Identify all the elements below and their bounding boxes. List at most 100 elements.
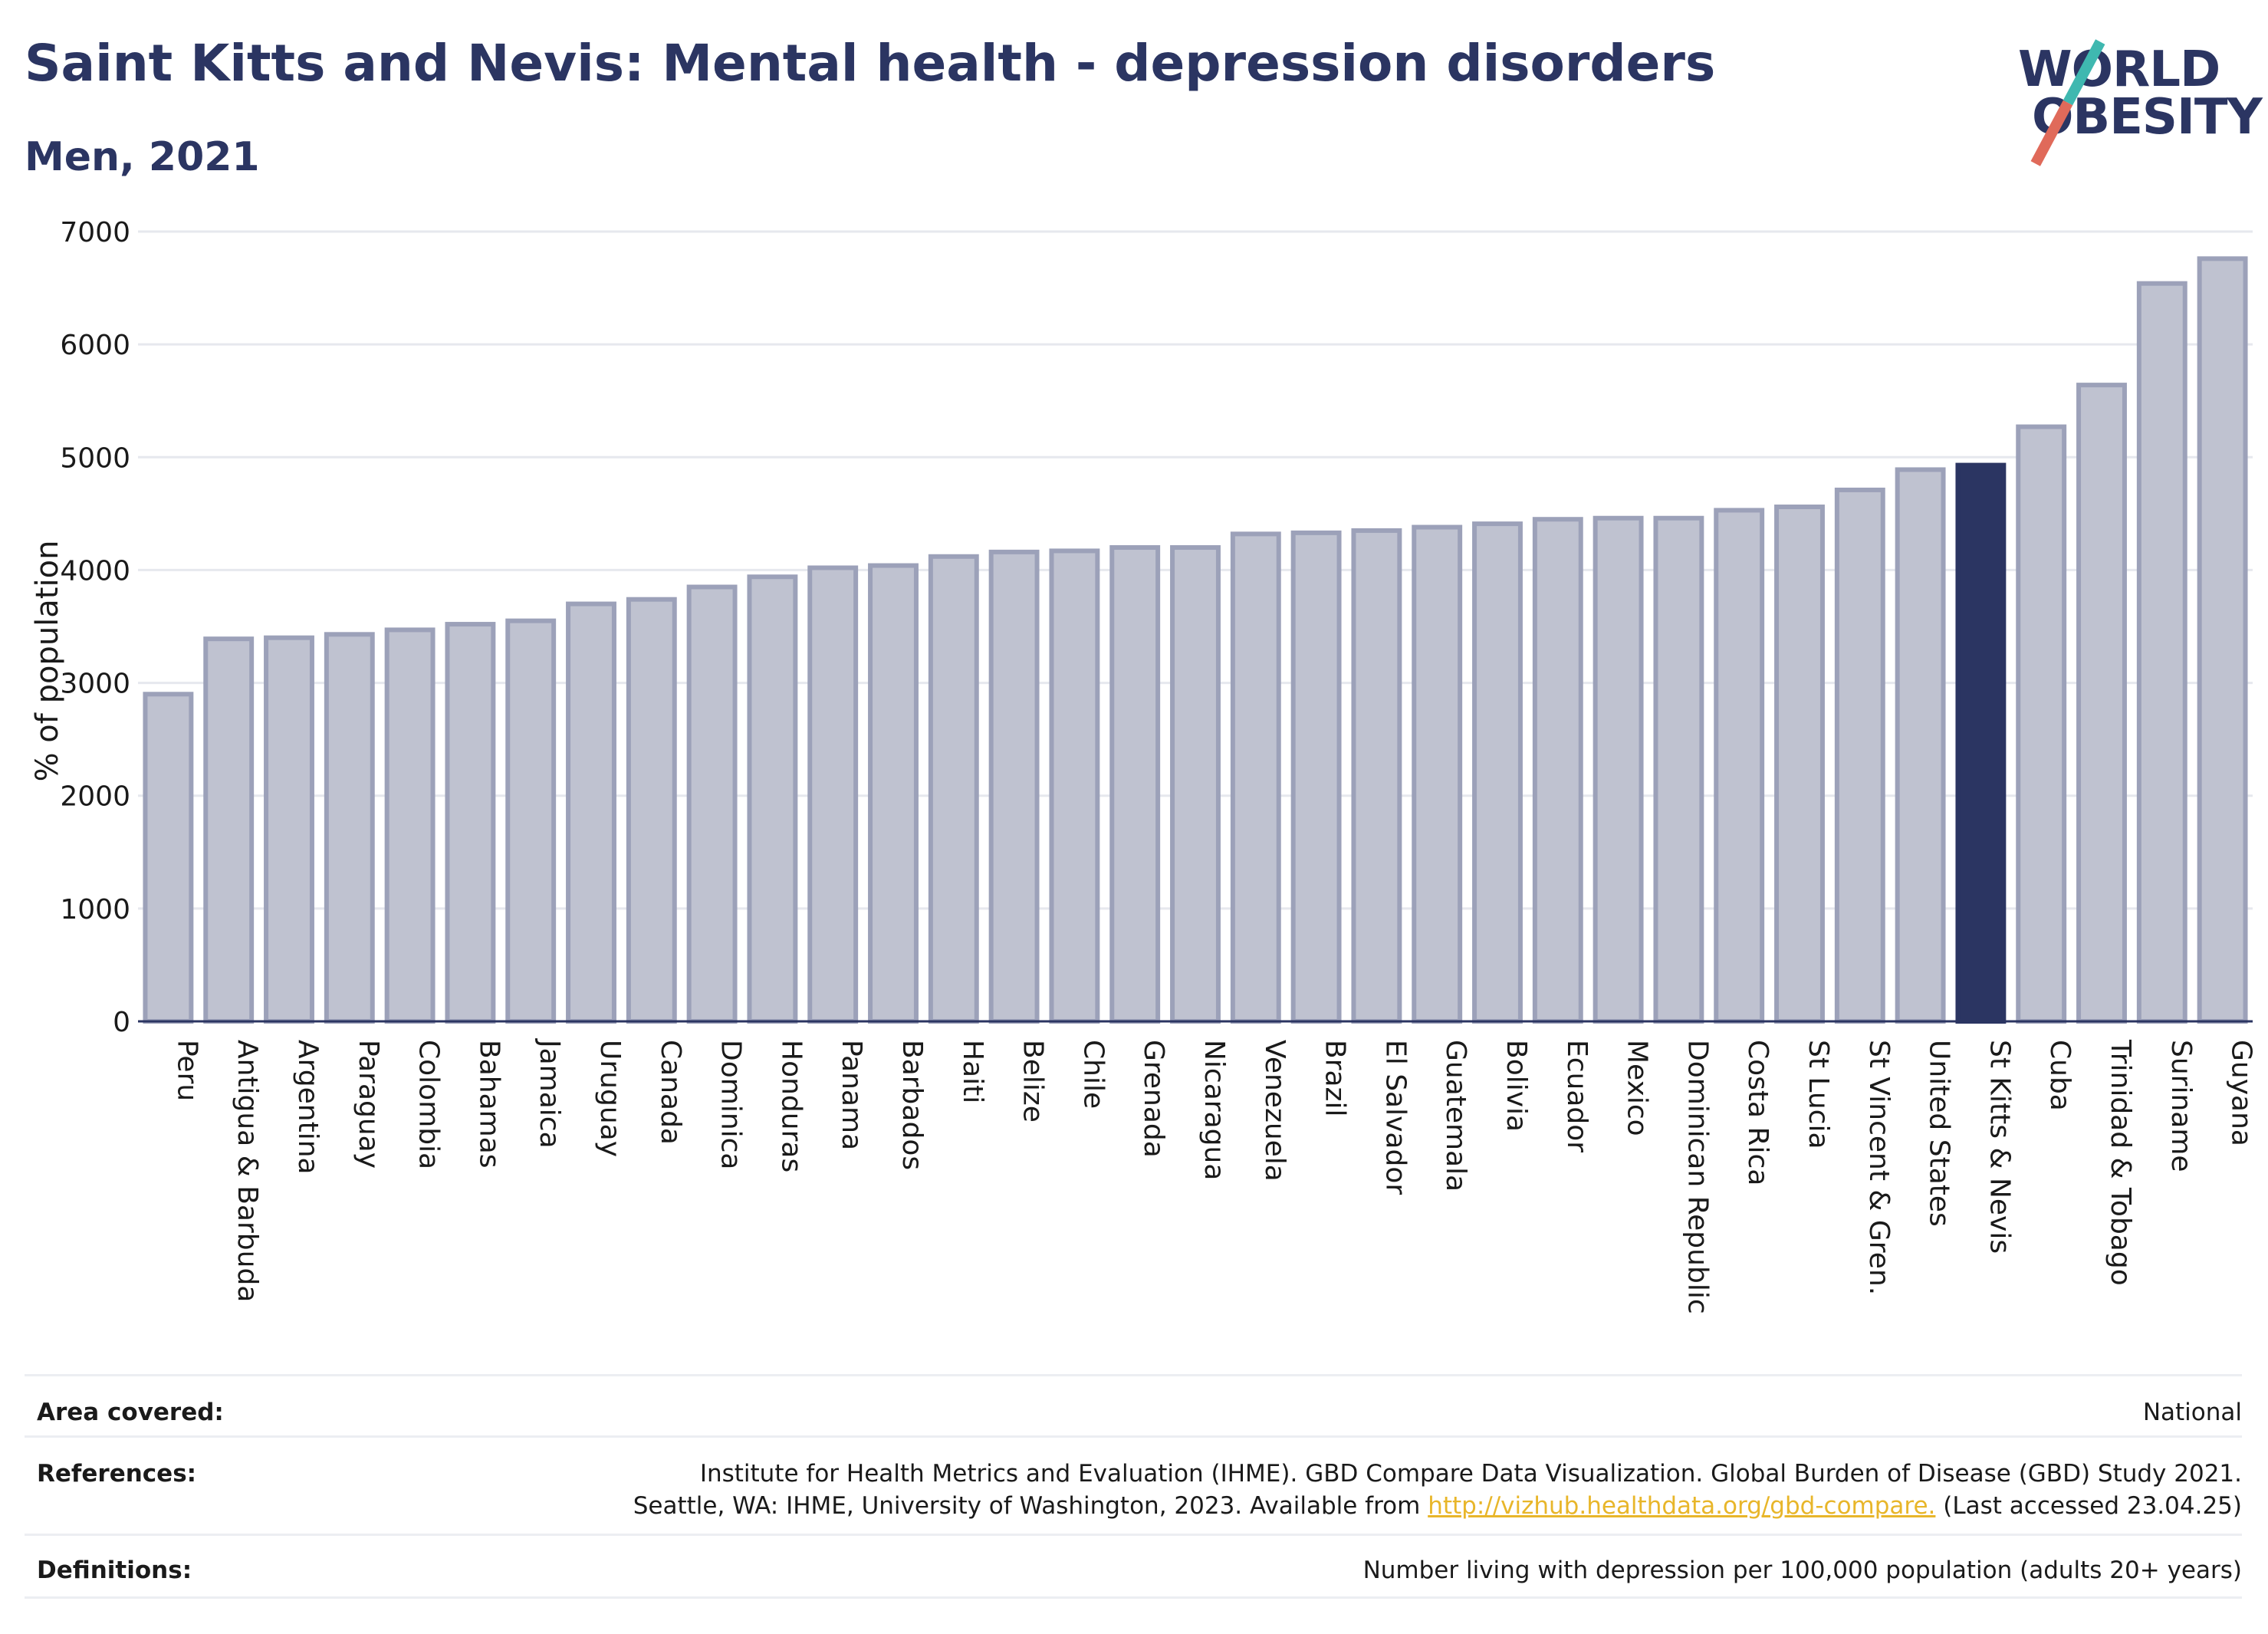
x-tick-label: St Vincent & Gren. xyxy=(1863,1040,1895,1295)
bar xyxy=(988,549,1040,1024)
bar xyxy=(1532,517,1583,1024)
x-tick-label: Suriname xyxy=(2165,1040,2197,1172)
logo-line-1: WORLD xyxy=(2018,41,2220,98)
y-tick-label: 4000 xyxy=(60,555,130,587)
bar xyxy=(807,565,859,1024)
bar xyxy=(747,574,798,1024)
bar xyxy=(203,636,255,1024)
info-divider xyxy=(25,1596,2242,1599)
bar xyxy=(1472,521,1523,1024)
x-tick-label: Ecuador xyxy=(1561,1040,1593,1152)
references-accessed: (Last accessed 23.04.25) xyxy=(1935,1492,2242,1520)
references-link[interactable]: http://vizhub.healthdata.org/gbd-compare… xyxy=(1428,1492,1936,1520)
bar xyxy=(445,622,496,1024)
bar-chart: 0 1000 2000 3000 4000 5000 6000 7000 % of popula… xyxy=(30,217,2257,1314)
x-tick-label: St Lucia xyxy=(1803,1040,1834,1149)
bar xyxy=(384,627,436,1024)
x-tick-label: Haiti xyxy=(957,1040,988,1103)
x-tick-label: Trinidad & Tobago xyxy=(2105,1039,2136,1286)
bar xyxy=(1290,530,1342,1024)
y-tick-label: 1000 xyxy=(60,894,130,925)
x-tick-label: Dominican Republic xyxy=(1681,1040,1713,1314)
x-tick-label: Colombia xyxy=(413,1040,445,1169)
x-tick-label: Venezuela xyxy=(1259,1040,1290,1182)
bar xyxy=(2076,383,2127,1024)
x-tick-label: Jamaica xyxy=(534,1038,565,1149)
x-tick-label: Brazil xyxy=(1320,1040,1351,1116)
x-tick-label: Mexico xyxy=(1622,1040,1653,1136)
bar xyxy=(1230,531,1281,1024)
references-line-2: Seattle, WA: IHME, University of Washing… xyxy=(633,1492,2242,1520)
bar xyxy=(566,601,616,1024)
x-tick-label: Costa Rica xyxy=(1742,1040,1773,1185)
bar xyxy=(868,563,919,1024)
bar xyxy=(1351,528,1402,1024)
chart-subtitle: Men, 2021 xyxy=(25,134,260,180)
bar xyxy=(928,554,979,1024)
x-tick-label: Grenada xyxy=(1138,1040,1169,1158)
bar xyxy=(1714,508,1765,1024)
info-divider xyxy=(25,1435,2242,1438)
info-divider xyxy=(25,1534,2242,1536)
info-definitions-row: Definitions: Number living with depressi… xyxy=(25,1547,2242,1593)
x-tick-label: Bolivia xyxy=(1500,1040,1532,1132)
x-tick-label: Uruguay xyxy=(594,1040,626,1157)
x-tick-label: Barbados xyxy=(896,1040,928,1170)
x-tick-label: Guatemala xyxy=(1440,1040,1471,1192)
bar xyxy=(264,635,314,1024)
references-line-1: Institute for Health Metrics and Evaluat… xyxy=(699,1460,2242,1488)
info-divider xyxy=(25,1374,2242,1376)
x-tick-label: St Kitts & Nevis xyxy=(1984,1040,2015,1254)
y-tick-label: 2000 xyxy=(60,781,130,813)
y-tick-label: 0 xyxy=(113,1007,130,1038)
y-axis-label: % of population xyxy=(30,541,65,782)
chart-title: Saint Kitts and Nevis: Mental health - d… xyxy=(25,34,1716,93)
y-tick-label: 3000 xyxy=(60,669,130,700)
x-tick-label: Dominica xyxy=(715,1040,747,1170)
definitions-label: Definitions: xyxy=(37,1557,192,1584)
x-tick-label: Bahamas xyxy=(473,1040,505,1169)
y-tick-label: 5000 xyxy=(60,442,130,474)
bar xyxy=(505,618,557,1024)
x-tick-label: Honduras xyxy=(775,1040,807,1172)
y-tick-label: 7000 xyxy=(60,217,130,248)
world-obesity-logo: WORLD OBESITY xyxy=(2001,31,2263,169)
area-label: Area covered: xyxy=(37,1399,224,1426)
info-references-row: References: Institute for Health Metrics… xyxy=(25,1451,2242,1535)
bar xyxy=(2197,256,2248,1024)
bar xyxy=(1955,462,2007,1024)
bar xyxy=(143,692,194,1024)
x-tick-label: Cuba xyxy=(2044,1040,2076,1111)
x-tick-label: Canada xyxy=(655,1040,686,1145)
bar xyxy=(1834,487,1885,1024)
x-tick-label: Guyana xyxy=(2226,1040,2257,1146)
x-tick-label: Panama xyxy=(836,1040,867,1150)
bar xyxy=(324,632,375,1024)
x-tick-label: Antigua & Barbuda xyxy=(232,1040,263,1302)
bar xyxy=(1895,467,1946,1024)
bar xyxy=(2136,281,2187,1024)
x-tick-label: Peru xyxy=(171,1040,202,1101)
x-tick-label: Chile xyxy=(1077,1040,1109,1109)
x-tick-label: El Salvador xyxy=(1379,1040,1411,1195)
bar xyxy=(1412,524,1463,1024)
bar xyxy=(2016,424,2067,1024)
definitions-value: Number living with depression per 100,00… xyxy=(1362,1557,2242,1584)
x-tick-label: Belize xyxy=(1017,1040,1049,1123)
bar xyxy=(1774,505,1825,1024)
info-area-row: Area covered: National xyxy=(25,1389,2242,1435)
x-tick-label: Argentina xyxy=(292,1040,324,1175)
area-value: National xyxy=(2142,1399,2242,1426)
bar xyxy=(1593,515,1644,1024)
bar xyxy=(626,597,677,1024)
x-tick-label: United States xyxy=(1924,1040,1955,1227)
y-tick-label: 6000 xyxy=(60,330,130,361)
x-tick-label: Nicaragua xyxy=(1198,1040,1230,1180)
x-tick-label: Paraguay xyxy=(353,1040,384,1169)
references-text: Seattle, WA: IHME, University of Washing… xyxy=(633,1492,1428,1520)
bar xyxy=(1049,548,1100,1024)
bar xyxy=(1109,545,1161,1024)
references-label: References: xyxy=(37,1460,197,1488)
bar xyxy=(686,584,738,1024)
bar xyxy=(1170,545,1221,1024)
